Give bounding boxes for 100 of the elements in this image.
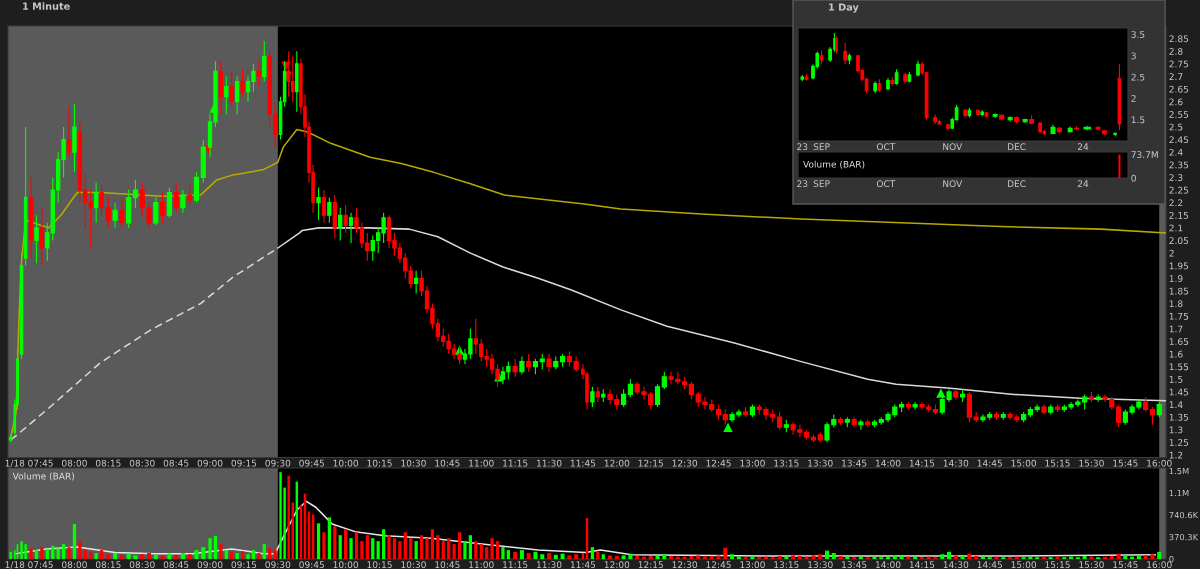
text: Volume (BAR) bbox=[803, 160, 865, 169]
y-tick-label: 2.2 bbox=[1169, 199, 1183, 207]
y-tick-label: 2 bbox=[1131, 95, 1136, 102]
y-tick-label: 1.5M bbox=[1169, 467, 1189, 475]
x-tick-label: 14:45 bbox=[977, 561, 1002, 569]
y-tick-label: 370.3K bbox=[1169, 533, 1199, 541]
x-tick-label: 09:00 bbox=[197, 459, 223, 467]
y-tick-label: 2.6 bbox=[1169, 98, 1183, 106]
x-tick-label: 11:00 bbox=[469, 561, 494, 569]
y-tick-label: 2.8 bbox=[1169, 47, 1183, 55]
x-tick-label: 15:45 bbox=[1113, 459, 1138, 467]
y-tick-label: 1.5 bbox=[1131, 116, 1145, 124]
x-tick-label: 09:30 bbox=[265, 459, 291, 467]
x-tick-label: 11:30 bbox=[537, 459, 562, 467]
x-tick-label: 15:30 bbox=[1079, 459, 1104, 467]
x-tick-label: 13:30 bbox=[808, 561, 833, 569]
x-tick-label: 15:00 bbox=[1011, 459, 1037, 467]
x-tick-label: 08:15 bbox=[95, 459, 121, 467]
x-tick-label: 09:45 bbox=[299, 561, 324, 569]
y-tick-label: 2.3 bbox=[1169, 174, 1183, 181]
x-tick-label: 23 bbox=[797, 143, 808, 151]
x-tick-label: 15:15 bbox=[1045, 459, 1070, 467]
x-tick-label: 11:30 bbox=[537, 561, 562, 569]
y-tick-label: 3.5 bbox=[1131, 31, 1145, 38]
x-tick-label: 12:30 bbox=[672, 459, 698, 467]
y-tick-label: 1.6 bbox=[1169, 350, 1183, 358]
y-tick-label: 1.75 bbox=[1169, 313, 1189, 320]
x-tick-label: 14:00 bbox=[876, 459, 901, 467]
x-tick-label: 14:30 bbox=[943, 561, 969, 569]
x-tick-label: 11:00 bbox=[469, 459, 494, 467]
x-tick-label: 07:45 bbox=[28, 561, 53, 569]
x-tick-label: NOV bbox=[943, 143, 963, 151]
x-tick-label: 08:00 bbox=[62, 459, 87, 467]
x-tick-label: 10:45 bbox=[435, 459, 460, 467]
x-tick-label: 13:15 bbox=[774, 459, 799, 467]
y-tick-label: 2.55 bbox=[1169, 111, 1189, 118]
y-tick-label: 2.4 bbox=[1169, 148, 1183, 156]
x-tick-label: 13:30 bbox=[808, 459, 833, 467]
x-tick-label: 09:45 bbox=[299, 459, 324, 467]
x-tick-label: 13:00 bbox=[740, 561, 765, 569]
y-tick-label: 2.85 bbox=[1169, 35, 1189, 43]
x-tick-label: 08:45 bbox=[163, 459, 189, 467]
x-tick-label: 24 bbox=[1077, 143, 1089, 150]
y-tick-label: 1.9 bbox=[1169, 275, 1183, 282]
x-tick-label: 13:15 bbox=[774, 561, 799, 569]
x-tick-label: DEC bbox=[1007, 180, 1026, 188]
x-tick-label: 10:15 bbox=[367, 561, 392, 569]
y-tick-label: 2.75 bbox=[1169, 60, 1189, 68]
y-tick-label: 0 bbox=[1131, 174, 1136, 182]
x-tick-label: 13:45 bbox=[842, 561, 867, 569]
y-tick-label: 1.25 bbox=[1169, 439, 1189, 446]
y-tick-label: 1.45 bbox=[1169, 388, 1189, 396]
x-tick-label: SEP bbox=[813, 180, 830, 188]
x-tick-label: SEP bbox=[813, 143, 830, 151]
y-tick-label: 0 bbox=[1169, 555, 1174, 563]
x-tick-label: 23 bbox=[797, 180, 808, 188]
x-tick-label: 1/18 bbox=[5, 459, 25, 468]
x-tick-label: 16:00 bbox=[1147, 459, 1172, 467]
x-tick-label: 15:30 bbox=[1079, 561, 1104, 569]
y-tick-label: 1.8 bbox=[1169, 300, 1183, 308]
y-tick-label: 1.85 bbox=[1169, 287, 1189, 295]
y-tick-label: 740.6K bbox=[1169, 511, 1199, 519]
x-tick-label: 12:00 bbox=[604, 459, 630, 467]
x-tick-label: 14:30 bbox=[943, 459, 969, 467]
x-tick-label: 08:15 bbox=[95, 561, 121, 569]
x-tick-label: 1/18 bbox=[5, 561, 25, 569]
x-tick-label: 14:00 bbox=[876, 561, 901, 569]
y-tick-label: 2.65 bbox=[1169, 85, 1189, 93]
x-tick-label: 08:00 bbox=[62, 561, 87, 569]
y-tick-label: 2.1 bbox=[1169, 224, 1183, 232]
x-tick-label: OCT bbox=[876, 180, 896, 188]
y-tick-label: 1.3 bbox=[1169, 426, 1183, 434]
x-tick-label: 11:15 bbox=[503, 561, 528, 569]
x-tick-label: 11:15 bbox=[503, 459, 528, 467]
x-tick-label: 09:30 bbox=[265, 561, 291, 569]
x-tick-label: 10:15 bbox=[367, 459, 392, 467]
y-tick-label: 1.1M bbox=[1169, 490, 1189, 497]
x-tick-label: 08:30 bbox=[129, 459, 155, 467]
chart-title: 1 Day bbox=[829, 3, 859, 13]
y-tick-label: 1.2 bbox=[1169, 451, 1183, 459]
x-tick-label: 08:45 bbox=[163, 561, 189, 569]
x-tick-label: 16:00 bbox=[1147, 561, 1172, 569]
y-tick-label: 2 bbox=[1169, 249, 1174, 257]
x-tick-label: 10:00 bbox=[333, 459, 359, 467]
y-tick-label: 1.65 bbox=[1169, 338, 1189, 345]
x-tick-label: 08:30 bbox=[129, 561, 155, 569]
y-tick-label: 1.4 bbox=[1169, 401, 1183, 408]
y-tick-label: 1.35 bbox=[1169, 413, 1189, 421]
x-tick-label: 10:00 bbox=[333, 561, 359, 569]
y-tick-label: 2.35 bbox=[1169, 161, 1189, 169]
y-tick-label: 2.7 bbox=[1169, 73, 1183, 80]
x-tick-label: 10:30 bbox=[401, 561, 426, 569]
y-tick-label: 2.05 bbox=[1169, 237, 1189, 245]
y-tick-label: 2.25 bbox=[1169, 186, 1189, 194]
x-tick-label: 11:45 bbox=[570, 561, 596, 569]
x-tick-label: 24 bbox=[1077, 180, 1089, 187]
x-tick-label: OCT bbox=[876, 143, 896, 151]
y-tick-label: 2.15 bbox=[1169, 211, 1189, 219]
x-tick-label: 09:15 bbox=[231, 459, 257, 467]
x-tick-label: DEC bbox=[1007, 143, 1026, 151]
